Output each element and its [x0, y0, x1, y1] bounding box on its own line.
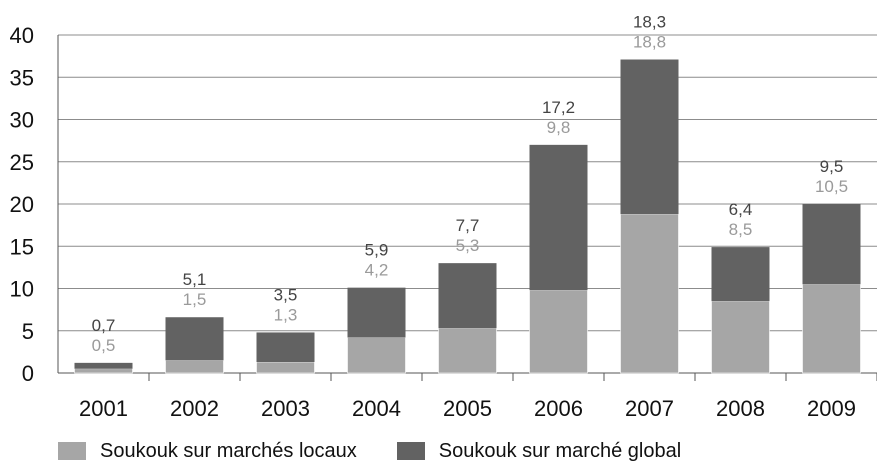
- data-label-global: 3,5: [274, 285, 298, 304]
- legend-label-local: Soukouk sur marchés locaux: [100, 439, 357, 462]
- x-axis: 2001 2002 2003 2004 2005 2006 2007 2008 2009: [58, 372, 877, 421]
- bar-global-2007: [620, 59, 679, 215]
- data-label-global: 9,5: [820, 157, 844, 176]
- data-label-global: 7,7: [456, 216, 480, 235]
- y-tick-label: 20: [10, 192, 34, 217]
- x-tick-label: 2006: [534, 396, 583, 421]
- bar-local-2009: [802, 283, 861, 374]
- y-tick-label: 5: [22, 319, 34, 344]
- bar-global-2002: [165, 317, 224, 361]
- data-label-local: 9,8: [547, 118, 571, 137]
- data-label-global: 18,3: [633, 13, 666, 32]
- data-label-global: 5,1: [183, 270, 207, 289]
- bar-local-2005: [438, 327, 497, 374]
- bar-global-2003: [256, 332, 315, 363]
- data-label-local: 1,5: [183, 290, 207, 309]
- x-tick-label: 2007: [625, 396, 674, 421]
- x-tick-label: 2005: [443, 396, 492, 421]
- bar-local-2007: [620, 213, 679, 374]
- legend-item-local: Soukouk sur marchés locaux: [58, 440, 357, 463]
- y-axis: 0 5 10 15 20 25 30 35 40: [10, 23, 59, 386]
- data-label-local: 0,5: [92, 336, 116, 355]
- data-label-local: 4,2: [365, 261, 389, 280]
- y-tick-label: 40: [10, 23, 34, 48]
- data-label-local: 8,5: [729, 220, 753, 239]
- x-tick-label: 2009: [807, 396, 856, 421]
- data-label-local: 10,5: [815, 177, 848, 196]
- data-label-global: 5,9: [365, 241, 389, 260]
- data-label-global: 17,2: [542, 98, 575, 117]
- legend-item-global: Soukouk sur marché global: [396, 439, 682, 463]
- y-tick-label: 10: [10, 277, 34, 302]
- data-labels: 0,50,7 1,55,1 1,33,5 4,25,9 5,37,7 9,817,2 18,…: [92, 13, 848, 355]
- x-tick-label: 2002: [170, 396, 219, 421]
- y-tick-label: 0: [22, 361, 34, 386]
- bar-local-2002: [165, 360, 224, 374]
- data-label-local: 5,3: [456, 236, 480, 255]
- y-tick-label: 35: [10, 65, 34, 90]
- bar-global-2004: [347, 287, 406, 338]
- x-tick-label: 2008: [716, 396, 765, 421]
- x-tick-label: 2001: [79, 396, 128, 421]
- legend-swatch-local: [58, 442, 86, 460]
- y-tick-label: 25: [10, 150, 34, 175]
- legend: Soukouk sur marchés locaux Soukouk sur m…: [58, 438, 721, 464]
- bar-global-2001: [74, 362, 133, 369]
- bar-global-2008: [711, 247, 770, 302]
- bar-local-2004: [347, 337, 406, 374]
- bar-global-2009: [802, 204, 861, 285]
- bar-global-2006: [529, 144, 588, 291]
- bar-local-2003: [256, 361, 315, 374]
- legend-swatch-global: [396, 442, 425, 460]
- bar-global-2005: [438, 263, 497, 329]
- bar-local-2006: [529, 289, 588, 374]
- data-label-global: 6,4: [729, 200, 753, 219]
- data-label-local: 1,3: [274, 305, 298, 324]
- bars: [74, 59, 861, 374]
- legend-label-global: Soukouk sur marché global: [438, 439, 682, 462]
- y-tick-label: 30: [10, 108, 34, 133]
- bar-local-2008: [711, 300, 770, 374]
- y-tick-label: 15: [10, 234, 34, 259]
- data-label-global: 0,7: [92, 316, 116, 335]
- x-tick-label: 2003: [261, 396, 310, 421]
- data-label-local: 18,8: [633, 33, 666, 52]
- x-tick-label: 2004: [352, 396, 401, 421]
- bar-local-2001: [74, 368, 133, 374]
- gridlines: [58, 34, 877, 332]
